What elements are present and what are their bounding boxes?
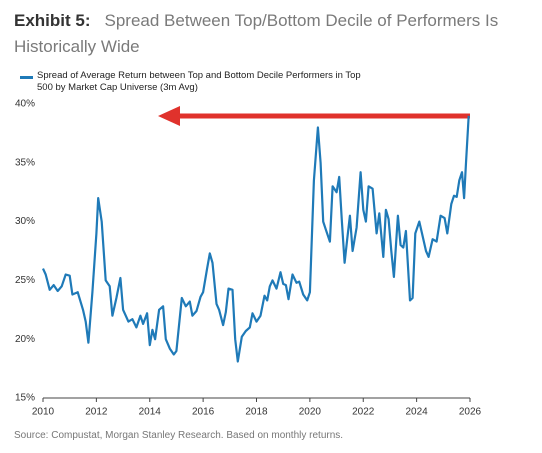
- annotation-arrowhead: [158, 106, 180, 126]
- y-tick-label: 30%: [15, 216, 35, 227]
- x-tick-label: 2010: [32, 407, 55, 418]
- legend-swatch: [20, 76, 33, 79]
- x-tick-label: 2022: [352, 407, 375, 418]
- source: Source: Compustat, Morgan Stanley Resear…: [14, 430, 344, 441]
- y-tick-label: 25%: [15, 275, 35, 286]
- x-tick-label: 2020: [299, 407, 322, 418]
- x-tick-label: 2014: [139, 407, 162, 418]
- chart-subtitle: Spread Between Top/Bottom Decile of Perf…: [14, 11, 499, 56]
- y-tick-label: 40%: [15, 99, 35, 110]
- chart-title: Exhibit 5:: [14, 11, 91, 30]
- y-tick-label: 15%: [15, 393, 35, 404]
- x-tick-label: 2016: [192, 407, 215, 418]
- x-tick-label: 2024: [406, 407, 429, 418]
- legend-label: Spread of Average Return between Top and…: [37, 70, 361, 93]
- y-tick-label: 20%: [15, 334, 35, 345]
- title: Exhibit 5: Spread Between Top/Bottom Deci…: [14, 8, 514, 60]
- x-tick-label: 2018: [245, 407, 268, 418]
- y-tick-label: 35%: [15, 157, 35, 168]
- x-tick-label: 2012: [85, 407, 108, 418]
- line-series: [41, 115, 470, 363]
- x-tick-label: 2026: [459, 407, 482, 418]
